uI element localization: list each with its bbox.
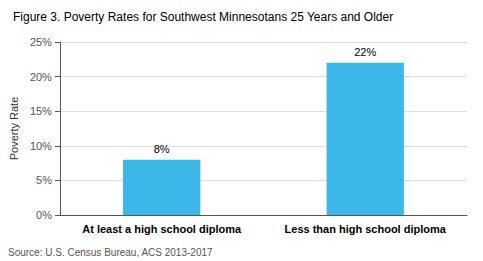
svg-text:Poverty Rate: Poverty Rate (8, 97, 20, 161)
svg-text:Source: U.S. Census Bureau, AC: Source: U.S. Census Bureau, ACS 2013-201… (8, 247, 213, 258)
svg-text:At least a high school diploma: At least a high school diploma (82, 223, 242, 235)
svg-text:Figure 3. Poverty Rates for So: Figure 3. Poverty Rates for Southwest Mi… (13, 10, 393, 24)
svg-text:0%: 0% (36, 209, 52, 221)
svg-text:Less than high school diploma: Less than high school diploma (285, 223, 447, 235)
svg-text:15%: 15% (30, 105, 52, 117)
svg-text:20%: 20% (30, 71, 52, 83)
svg-text:22%: 22% (354, 46, 376, 58)
svg-text:8%: 8% (154, 143, 170, 155)
svg-text:5%: 5% (36, 174, 52, 186)
svg-text:25%: 25% (30, 36, 52, 48)
svg-text:10%: 10% (30, 140, 52, 152)
